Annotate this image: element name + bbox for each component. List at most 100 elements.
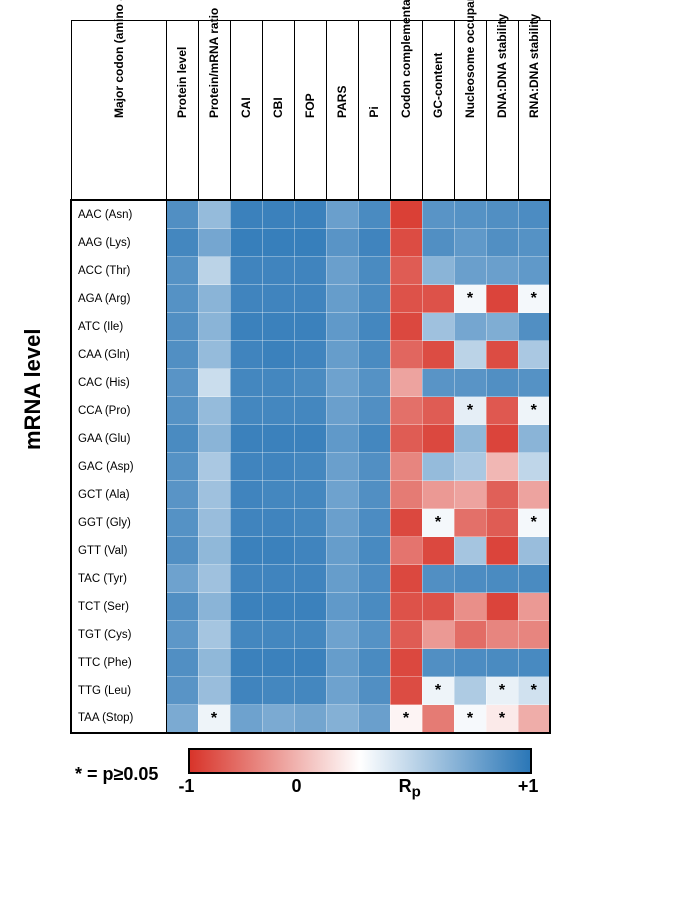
col-header-label: Codon complementarity	[399, 106, 413, 118]
heatmap-cell	[358, 369, 390, 397]
heatmap-cell	[230, 621, 262, 649]
heatmap-cell	[454, 509, 486, 537]
heatmap-cell: *	[486, 705, 518, 734]
row-label: ATC (Ile)	[71, 313, 166, 341]
heatmap-cell: *	[390, 705, 422, 734]
heatmap-cell	[422, 313, 454, 341]
heatmap-cell	[358, 453, 390, 481]
heatmap-cell	[422, 341, 454, 369]
heatmap-cell	[198, 537, 230, 565]
heatmap-cell	[454, 313, 486, 341]
row-label: TTC (Phe)	[71, 649, 166, 677]
heatmap-cell	[518, 481, 550, 509]
col-header: PARS	[326, 21, 358, 201]
heatmap-cell	[262, 369, 294, 397]
heatmap-cell	[390, 593, 422, 621]
heatmap-table: Major codon (amino acid) Protein levelPr…	[70, 20, 551, 734]
heatmap-cell	[262, 341, 294, 369]
heatmap-cell	[390, 649, 422, 677]
heatmap-cell	[262, 621, 294, 649]
heatmap-cell	[358, 677, 390, 705]
heatmap-cell	[294, 257, 326, 285]
heatmap-cell	[230, 649, 262, 677]
heatmap-cell	[326, 481, 358, 509]
heatmap-cell	[262, 453, 294, 481]
col-header: Protein level	[166, 21, 198, 201]
heatmap-cell	[390, 453, 422, 481]
col-header: CBI	[262, 21, 294, 201]
row-label: TCT (Ser)	[71, 593, 166, 621]
heatmap-cell	[486, 200, 518, 229]
heatmap-cell	[358, 313, 390, 341]
heatmap-cell	[198, 341, 230, 369]
heatmap-cell	[358, 285, 390, 313]
heatmap-cell	[294, 537, 326, 565]
row-label: TGT (Cys)	[71, 621, 166, 649]
heatmap-cell	[262, 257, 294, 285]
significance-note: * = p≥0.05	[75, 764, 158, 785]
heatmap-cell	[358, 229, 390, 257]
legend-footer: * = p≥0.05 -1 0 Rp +1	[75, 748, 660, 801]
heatmap-cell	[486, 229, 518, 257]
heatmap-cell	[230, 341, 262, 369]
heatmap-cell	[230, 593, 262, 621]
heatmap-cell	[390, 285, 422, 313]
heatmap-cell	[358, 200, 390, 229]
heatmap-cell	[358, 509, 390, 537]
heatmap-cell	[390, 621, 422, 649]
heatmap-cell	[198, 369, 230, 397]
heatmap-cell	[198, 397, 230, 425]
heatmap-cell	[198, 229, 230, 257]
heatmap-cell	[326, 369, 358, 397]
heatmap-cell	[390, 565, 422, 593]
col-header-label: GC-content	[431, 106, 445, 118]
heatmap-cell	[518, 425, 550, 453]
heatmap-cell	[326, 677, 358, 705]
colorbar-max: +1	[518, 776, 539, 801]
col-header: Nucleosome occupancy	[454, 21, 486, 201]
heatmap-cell	[230, 313, 262, 341]
colorbar-var: Rp	[399, 776, 421, 801]
row-label: TAA (Stop)	[71, 705, 166, 734]
heatmap-cell	[230, 285, 262, 313]
heatmap-cell	[454, 621, 486, 649]
col-header: DNA:DNA stability	[486, 21, 518, 201]
heatmap-cell: *	[422, 509, 454, 537]
heatmap-cell	[390, 677, 422, 705]
heatmap-cell	[198, 509, 230, 537]
heatmap-cell	[358, 649, 390, 677]
heatmap-cell	[166, 257, 198, 285]
heatmap-cell	[518, 200, 550, 229]
heatmap-cell	[486, 621, 518, 649]
heatmap-cell: *	[422, 677, 454, 705]
colorbar-labels: -1 0 Rp +1	[178, 776, 538, 801]
heatmap-cell: *	[518, 677, 550, 705]
heatmap-cell	[486, 649, 518, 677]
heatmap-cell	[454, 257, 486, 285]
heatmap-cell: *	[454, 285, 486, 313]
heatmap-cell	[294, 229, 326, 257]
heatmap-cell	[518, 537, 550, 565]
heatmap-cell	[262, 229, 294, 257]
heatmap-cell	[326, 285, 358, 313]
heatmap-cell	[198, 481, 230, 509]
heatmap-cell	[230, 229, 262, 257]
row-label: AGA (Arg)	[71, 285, 166, 313]
row-label: AAG (Lys)	[71, 229, 166, 257]
heatmap-cell	[166, 621, 198, 649]
heatmap-cell	[198, 453, 230, 481]
heatmap-cell	[230, 565, 262, 593]
heatmap-cell	[486, 341, 518, 369]
heatmap-cell	[166, 537, 198, 565]
heatmap-cell: *	[198, 705, 230, 734]
colorbar-gradient	[188, 748, 532, 774]
heatmap-cell	[262, 285, 294, 313]
heatmap-cell	[518, 341, 550, 369]
row-label: TAC (Tyr)	[71, 565, 166, 593]
heatmap-cell	[262, 565, 294, 593]
heatmap-cell	[390, 229, 422, 257]
heatmap-cell	[358, 621, 390, 649]
heatmap-cell	[422, 425, 454, 453]
heatmap-cell	[358, 565, 390, 593]
heatmap-cell	[166, 200, 198, 229]
